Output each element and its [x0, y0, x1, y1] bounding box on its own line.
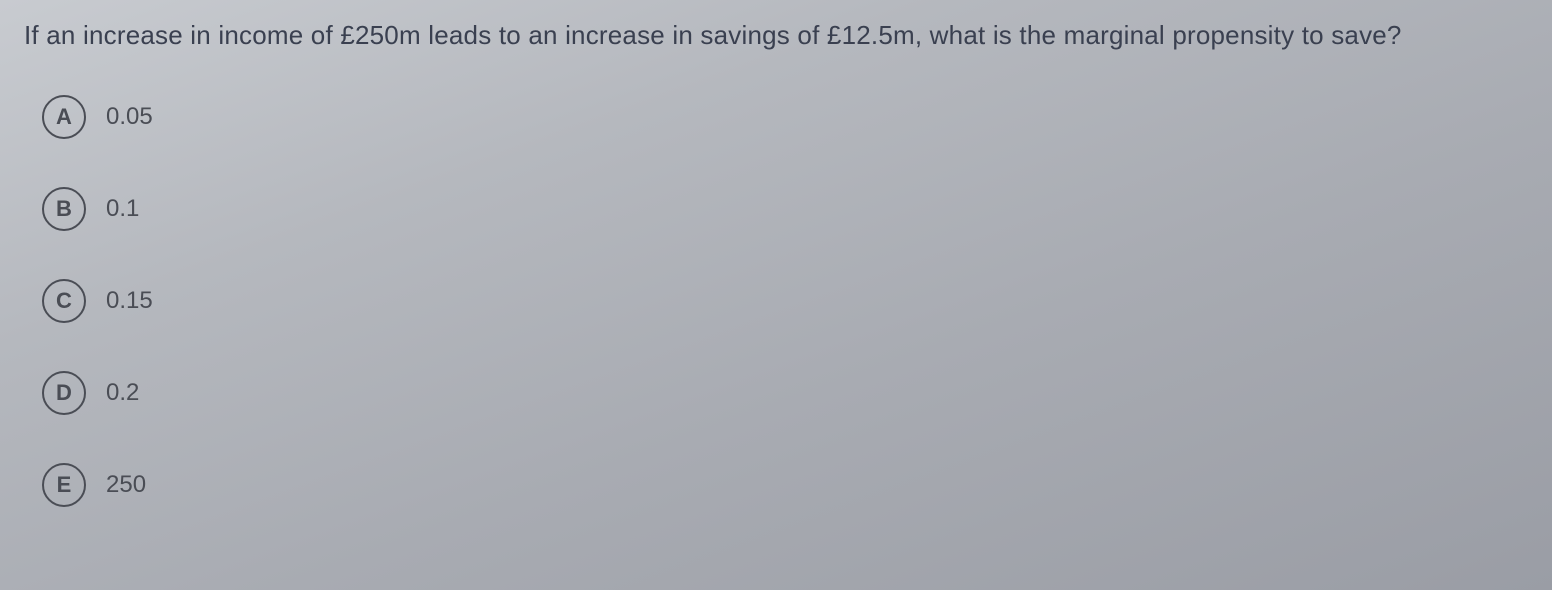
option-c[interactable]: C 0.15: [42, 279, 1528, 323]
option-text-c: 0.15: [106, 287, 153, 315]
option-text-b: 0.1: [106, 195, 139, 223]
option-letter-c: C: [42, 279, 86, 323]
option-letter-e: E: [42, 463, 86, 507]
option-letter-a: A: [42, 95, 86, 139]
question-text: If an increase in income of £250m leads …: [24, 20, 1528, 51]
options-list: A 0.05 B 0.1 C 0.15 D 0.2 E 250: [24, 95, 1528, 507]
option-e[interactable]: E 250: [42, 463, 1528, 507]
option-letter-d: D: [42, 371, 86, 415]
option-a[interactable]: A 0.05: [42, 95, 1528, 139]
option-text-e: 250: [106, 471, 146, 499]
option-b[interactable]: B 0.1: [42, 187, 1528, 231]
option-d[interactable]: D 0.2: [42, 371, 1528, 415]
option-letter-b: B: [42, 187, 86, 231]
option-text-d: 0.2: [106, 379, 139, 407]
option-text-a: 0.05: [106, 103, 153, 131]
